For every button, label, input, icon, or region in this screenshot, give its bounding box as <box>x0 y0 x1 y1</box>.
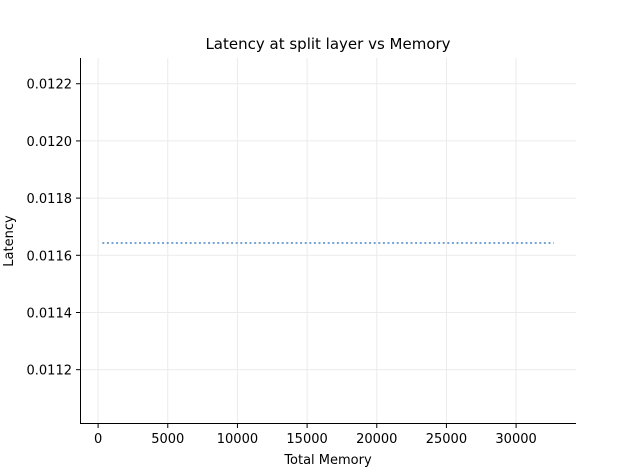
x-axis-label: Total Memory <box>283 453 372 468</box>
y-ticks: 0.0112 0.0114 0.0116 0.0118 0.0120 0.0122 <box>27 78 80 379</box>
chart-title: Latency at split layer vs Memory <box>205 35 450 53</box>
y-tick-label: 0.0122 <box>27 78 73 93</box>
y-tick-label: 0.0116 <box>27 249 73 264</box>
x-tick-label: 30000 <box>495 432 536 447</box>
x-tick-label: 10000 <box>217 432 258 447</box>
x-tick-label: 15000 <box>286 432 327 447</box>
y-tick-label: 0.0112 <box>27 364 73 379</box>
x-tick-label: 25000 <box>426 432 467 447</box>
x-tick-label: 20000 <box>356 432 397 447</box>
x-tick-label: 0 <box>94 432 102 447</box>
grid <box>80 58 576 424</box>
y-tick-label: 0.0114 <box>27 306 73 321</box>
x-ticks: 0 5000 10000 15000 20000 25000 30000 <box>94 424 537 447</box>
y-tick-label: 0.0120 <box>27 135 73 150</box>
x-tick-label: 5000 <box>151 432 184 447</box>
y-tick-label: 0.0118 <box>27 192 73 207</box>
y-axis-label: Latency <box>2 215 17 267</box>
axes <box>80 58 576 424</box>
